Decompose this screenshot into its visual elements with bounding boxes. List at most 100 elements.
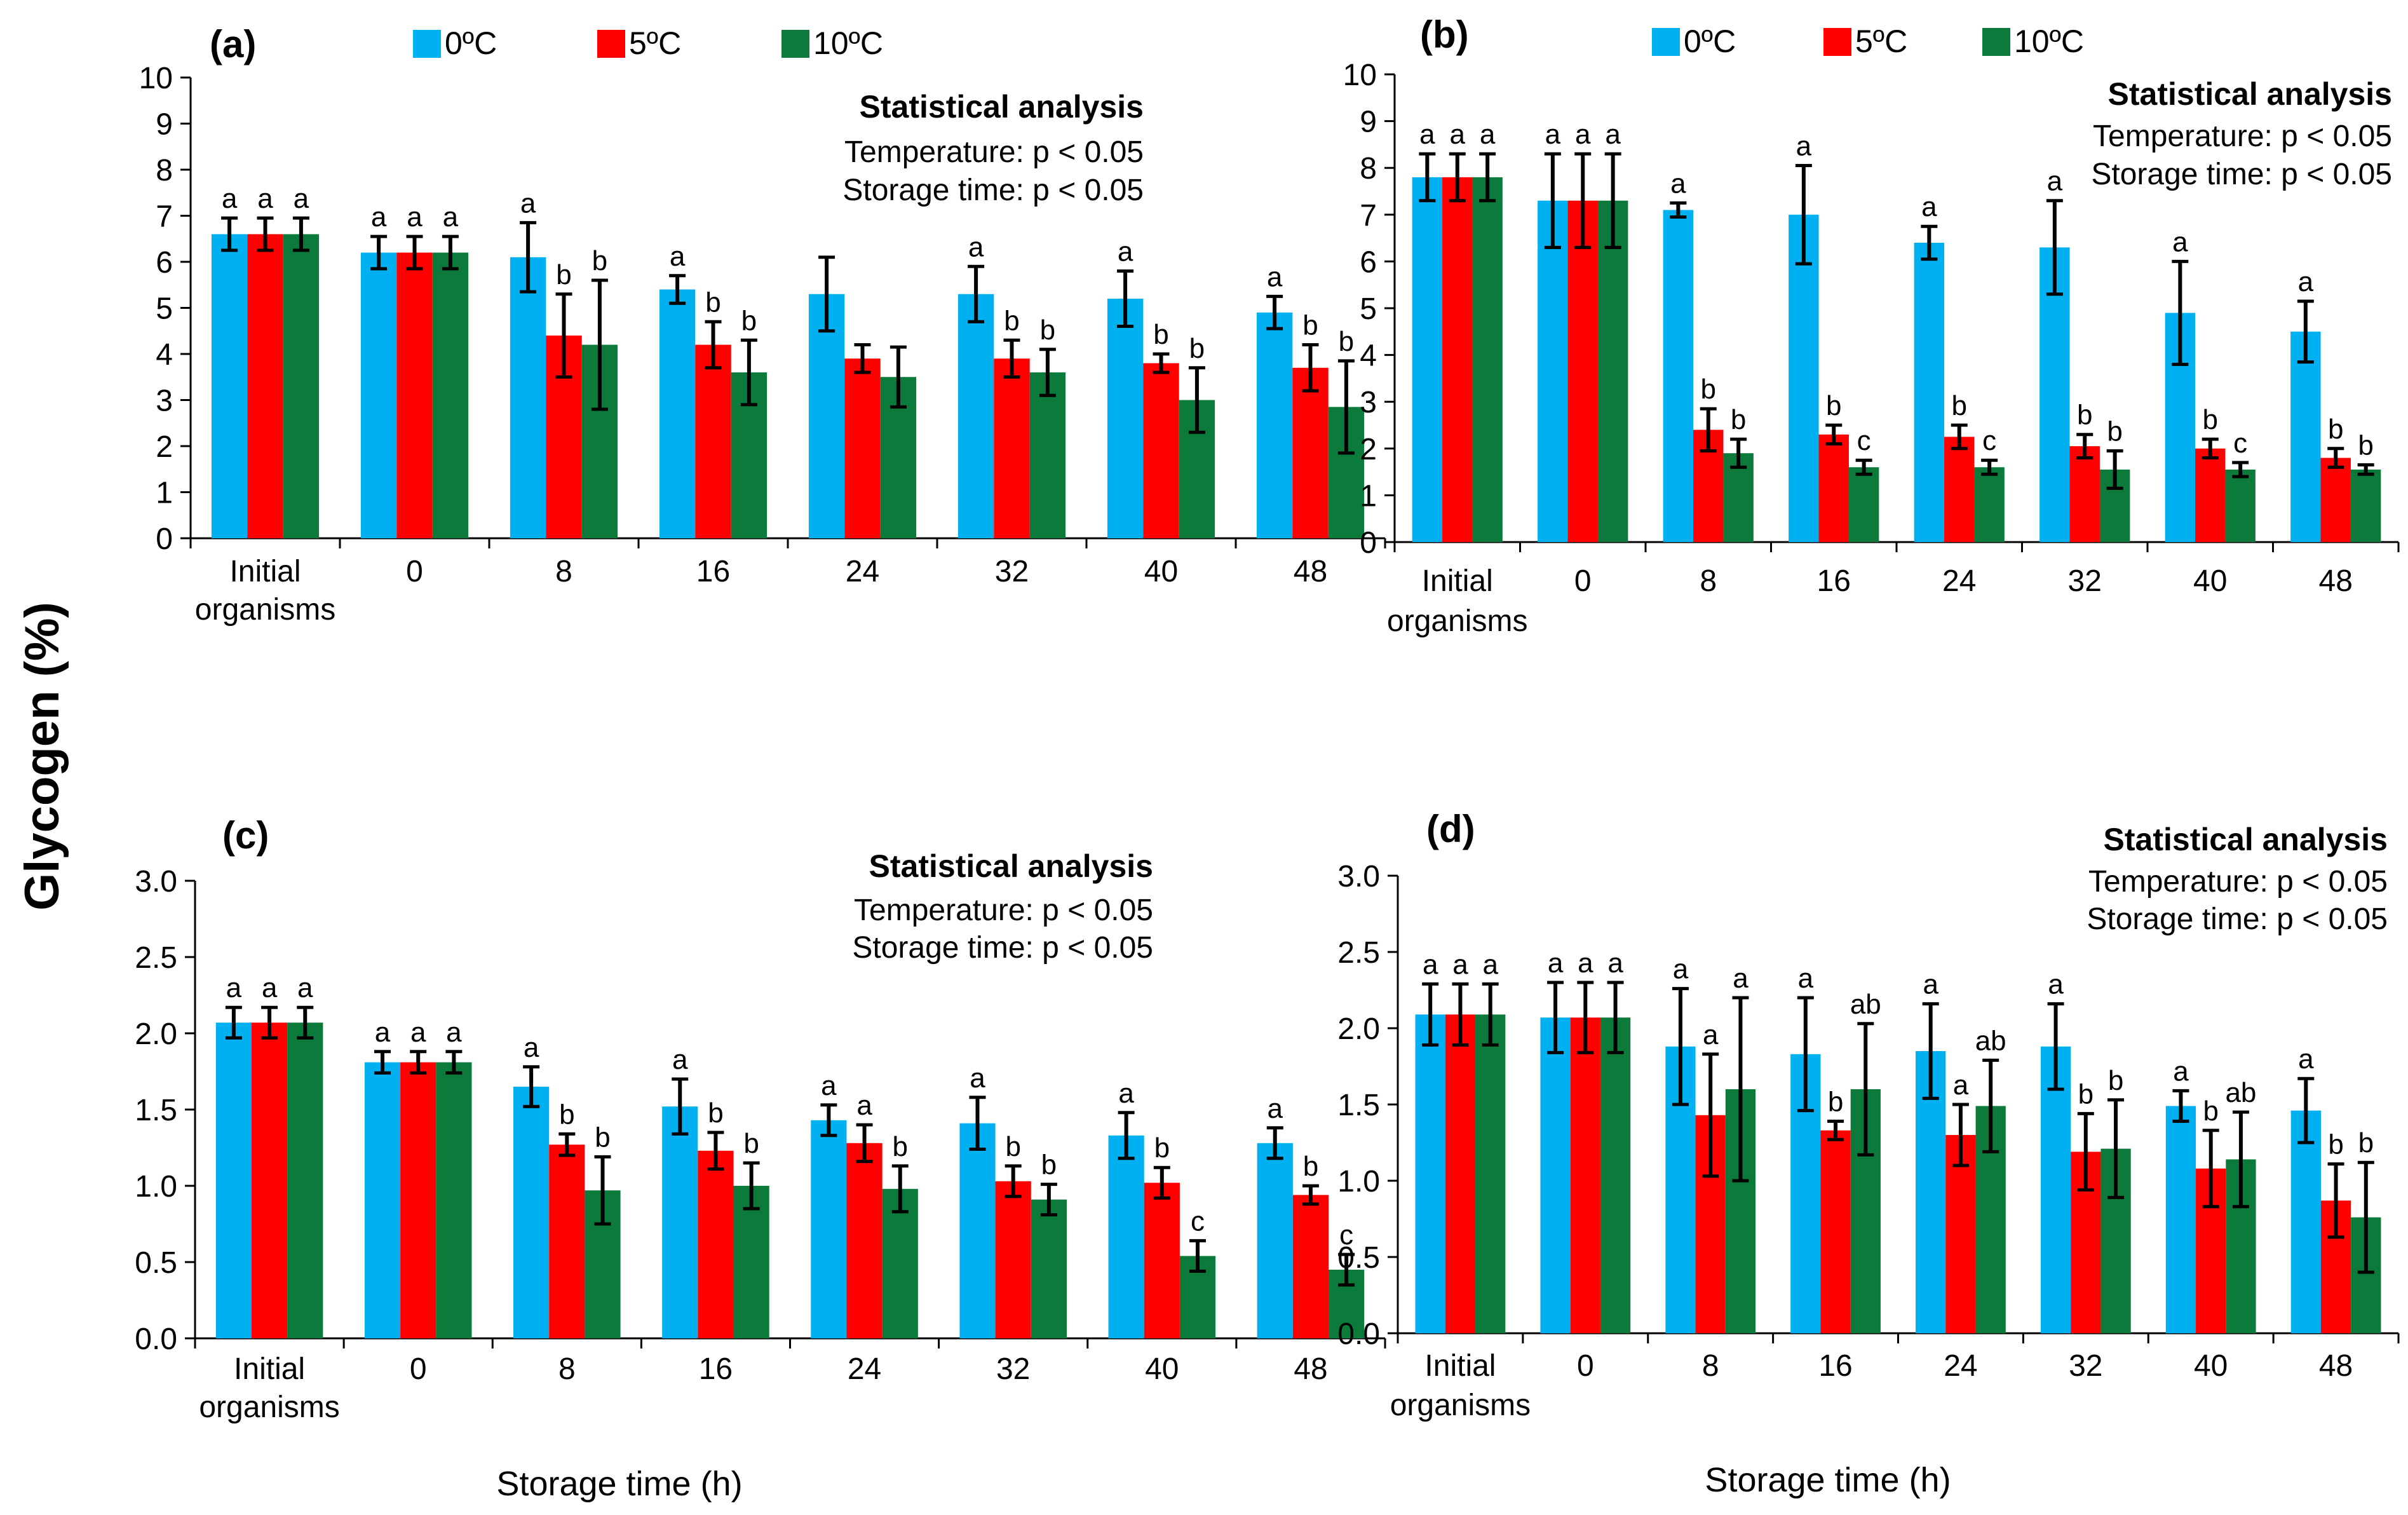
bar [1445, 1014, 1476, 1333]
x-tick-label: 48 [1294, 555, 1327, 588]
x-tick-label: 40 [1145, 1352, 1179, 1386]
bar [396, 252, 433, 538]
bar [432, 252, 469, 538]
x-tick-label: 32 [2068, 564, 2102, 598]
bar [662, 1106, 698, 1338]
bar [2039, 247, 2070, 542]
legend-label: 0ºC [1684, 24, 1736, 59]
significance-letter: a [2298, 266, 2314, 297]
significance-letter: b [1952, 390, 1967, 421]
bar [2040, 1046, 2071, 1333]
significance-letter: a [1548, 948, 1564, 979]
significance-letter: a [1482, 949, 1498, 980]
significance-letter: a [1480, 119, 1496, 150]
significance-letter: a [1605, 119, 1621, 150]
y-tick-label: 1.0 [135, 1170, 177, 1204]
legend-swatch [781, 30, 809, 58]
y-tick-label: 2 [156, 430, 173, 464]
y-tick-label: 2.5 [135, 941, 177, 975]
panel-label: (b) [1420, 13, 1469, 56]
bar [1974, 467, 2005, 542]
significance-letter: c [1857, 425, 1871, 456]
significance-letter: a [262, 972, 278, 1003]
stats-line: Storage time: p < 0.05 [852, 931, 1153, 965]
significance-letter: b [893, 1131, 908, 1162]
bar [1144, 1183, 1180, 1338]
bar [1540, 1017, 1571, 1333]
stats-line: Storage time: p < 0.05 [2091, 158, 2392, 191]
significance-letter: a [2048, 969, 2064, 1000]
x-tick-label: 24 [846, 555, 879, 588]
x-tick-label: 24 [848, 1352, 881, 1386]
x-tick-label: 48 [2319, 564, 2353, 598]
stats-line: Storage time: p < 0.05 [2087, 902, 2388, 936]
significance-letter: b [2077, 400, 2092, 431]
y-tick-label: 10 [139, 62, 173, 95]
significance-letter: b [1731, 404, 1746, 435]
bar [2350, 469, 2381, 542]
bar [215, 1022, 252, 1338]
bar [1945, 1135, 1976, 1333]
significance-letter: b [2108, 1065, 2123, 1096]
x-tick-label: 8 [555, 555, 572, 588]
legend-swatch [413, 30, 441, 58]
bar [2165, 1106, 2196, 1333]
y-tick-label: 4 [156, 338, 173, 372]
x-tick-label: 8 [1700, 564, 1717, 598]
significance-letter: a [1923, 969, 1938, 1000]
x-tick-label: 16 [696, 555, 730, 588]
bar [2290, 331, 2321, 542]
bar [2195, 448, 2226, 542]
stats-title: Statistical analysis [860, 89, 1144, 125]
significance-letter: b [1153, 319, 1168, 350]
bar [1257, 1143, 1293, 1338]
significance-letter: b [556, 259, 571, 290]
y-tick-label: 0.0 [1337, 1317, 1380, 1351]
y-tick-label: 4 [1360, 339, 1377, 373]
bar [2225, 469, 2256, 542]
bar [400, 1062, 436, 1338]
significance-letter: b [1005, 1131, 1020, 1162]
bar [959, 1123, 996, 1338]
significance-letter: c [1191, 1206, 1205, 1237]
x-tick-label: 32 [996, 1352, 1030, 1386]
bar [360, 252, 397, 538]
bar [994, 358, 1030, 538]
x-tick-label: 24 [1944, 1349, 1977, 1383]
significance-letter: a [970, 1063, 985, 1094]
significance-letter: a [520, 187, 536, 219]
significance-letter: a [1118, 236, 1133, 268]
significance-letter: b [2358, 430, 2373, 461]
significance-letter: a [446, 1017, 462, 1048]
y-tick-label: 3 [156, 384, 173, 418]
significance-letter: a [1953, 1070, 1969, 1101]
legend-label: 10ºC [2014, 24, 2084, 59]
significance-letter: a [1607, 948, 1623, 979]
stats-title: Statistical analysis [2104, 822, 2388, 857]
y-tick-label: 2 [1360, 433, 1377, 466]
x-tick-label: 32 [995, 555, 1029, 588]
y-tick-label: 10 [1343, 58, 1377, 92]
significance-letter: b [1826, 390, 1841, 421]
significance-letter: a [1670, 168, 1686, 199]
significance-letter: b [708, 1097, 723, 1129]
bar [882, 1188, 918, 1338]
significance-letter: b [592, 245, 607, 276]
bar [287, 1022, 323, 1338]
y-tick-label: 5 [156, 292, 173, 326]
bar [2290, 1110, 2321, 1333]
significance-letter: a [410, 1017, 426, 1048]
x-tick-label: 8 [558, 1352, 576, 1386]
bar [1820, 1130, 1851, 1333]
y-tick-label: 7 [1360, 199, 1377, 233]
bar [283, 234, 320, 538]
bar [364, 1062, 401, 1338]
bar [1292, 367, 1329, 538]
significance-letter: a [821, 1070, 837, 1101]
bar [1570, 1017, 1600, 1333]
bar [846, 1143, 883, 1338]
significance-letter: b [2107, 416, 2122, 447]
bar [995, 1181, 1031, 1338]
